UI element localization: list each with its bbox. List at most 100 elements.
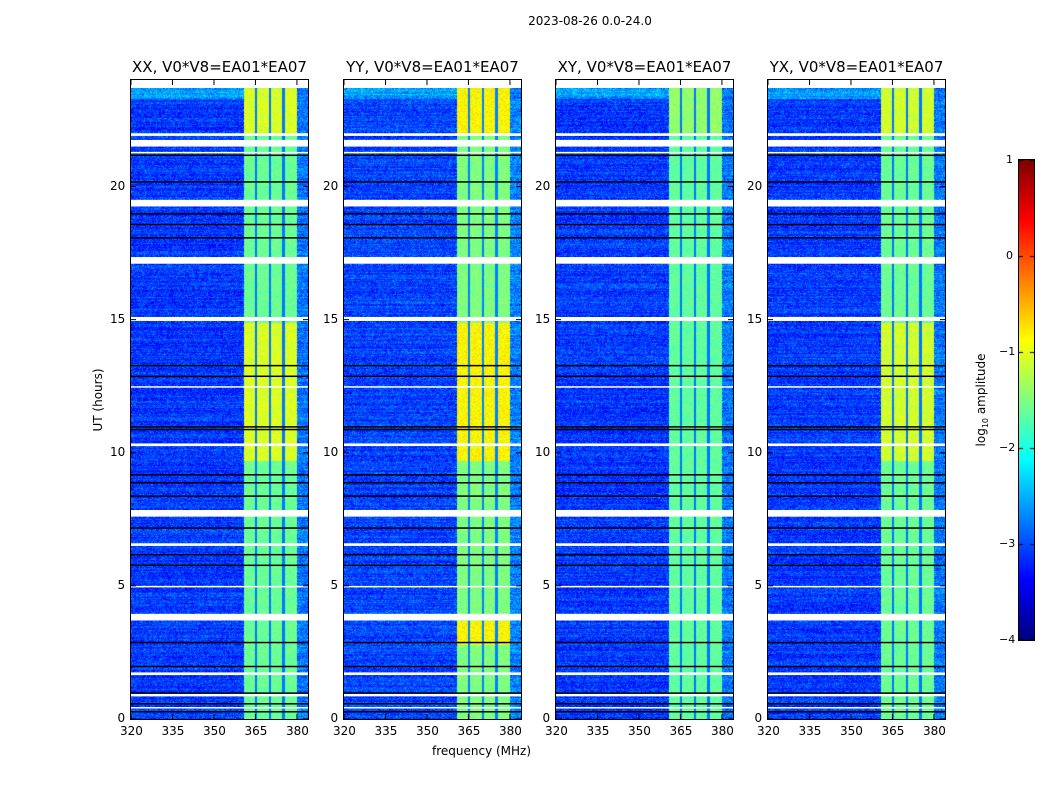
- heatmap-image: [344, 80, 521, 719]
- blank-row: [556, 364, 733, 367]
- blank-row: [131, 237, 308, 239]
- blank-row: [768, 213, 945, 215]
- flag-overlay: [344, 80, 521, 719]
- flagged-row: [556, 585, 733, 588]
- blank-row: [556, 223, 733, 226]
- blank-row: [131, 482, 308, 484]
- y-tick-label: 15: [747, 311, 763, 326]
- x-tick-label: 380: [498, 724, 522, 738]
- blank-row: [131, 213, 308, 215]
- blank-row: [556, 641, 733, 644]
- flagged-row: [768, 672, 945, 676]
- panel-title: YX, V0*V8=EA01*EA07: [769, 58, 944, 76]
- blank-row: [131, 154, 308, 157]
- y-tick-label: 10: [110, 444, 126, 459]
- blank-row: [768, 181, 945, 183]
- blank-row: [344, 474, 521, 476]
- y-tick-label: 10: [535, 444, 551, 459]
- blank-row: [344, 711, 521, 713]
- flagged-row: [131, 443, 308, 447]
- blank-row: [131, 223, 308, 226]
- flagged-row: [344, 151, 521, 154]
- flag-overlay: [556, 80, 733, 719]
- blank-row: [768, 527, 945, 529]
- x-tick-label: 380: [710, 724, 734, 738]
- flagged-row: [768, 693, 945, 697]
- blank-row: [131, 564, 308, 567]
- flagged-row: [344, 139, 521, 147]
- blank-row: [344, 703, 521, 705]
- flagged-row: [344, 257, 521, 264]
- y-tick-label: 15: [323, 311, 339, 326]
- flagged-row: [344, 509, 521, 517]
- flagged-row: [556, 443, 733, 447]
- flagged-row: [131, 316, 308, 321]
- blank-row: [344, 495, 521, 497]
- flagged-row: [768, 543, 945, 546]
- colorbar-tick-label: −4: [999, 633, 1016, 646]
- blank-row: [556, 237, 733, 239]
- blank-row: [768, 375, 945, 378]
- blank-row: [768, 474, 945, 476]
- flagged-row: [344, 672, 521, 676]
- blank-row: [344, 375, 521, 378]
- blank-row: [131, 474, 308, 476]
- flagged-row: [131, 585, 308, 588]
- blank-row: [131, 364, 308, 367]
- y-tick-label: 5: [117, 577, 126, 592]
- colorbar-tick-label: 1: [1006, 153, 1013, 166]
- blank-row: [556, 474, 733, 476]
- blank-row: [131, 181, 308, 183]
- blank-row: [768, 641, 945, 644]
- flagged-row: [768, 386, 945, 388]
- flagged-row: [344, 585, 521, 588]
- blank-row: [768, 665, 945, 668]
- x-tick-label: 335: [374, 724, 398, 738]
- heatmap-panel: [130, 79, 309, 720]
- blank-row: [344, 665, 521, 668]
- flagged-row: [131, 509, 308, 517]
- blank-row: [768, 426, 945, 428]
- panel-title: XX, V0*V8=EA01*EA07: [132, 58, 307, 76]
- x-tick-label: 350: [415, 724, 439, 738]
- flagged-row: [768, 151, 945, 154]
- colorbar-tick-label: 0: [1006, 249, 1013, 262]
- blank-row: [131, 426, 308, 428]
- blank-row: [131, 495, 308, 497]
- x-tick-label: 335: [798, 724, 822, 738]
- blank-row: [344, 426, 521, 428]
- flagged-row: [131, 257, 308, 264]
- y-tick-label: 20: [747, 178, 763, 193]
- blank-row: [131, 553, 308, 556]
- y-tick-label: 0: [117, 711, 126, 725]
- blank-row: [344, 181, 521, 183]
- flagged-row: [131, 139, 308, 147]
- flag-overlay: [131, 80, 308, 719]
- blank-row: [556, 703, 733, 705]
- flagged-row: [556, 543, 733, 546]
- blank-row: [131, 711, 308, 713]
- y-tick-label: 20: [535, 178, 551, 193]
- flagged-row: [556, 199, 733, 207]
- flagged-row: [556, 80, 733, 88]
- flagged-row: [344, 543, 521, 546]
- x-tick-label: 320: [120, 724, 143, 738]
- blank-row: [131, 375, 308, 378]
- blank-row: [768, 553, 945, 556]
- flagged-row: [344, 613, 521, 621]
- heatmap-image: [131, 80, 308, 719]
- y-tick-label: 5: [754, 577, 763, 592]
- blank-row: [344, 564, 521, 567]
- y-tick-label: 0: [754, 711, 763, 725]
- blank-row: [344, 641, 521, 644]
- colorbar-label: log10 amplitude: [974, 354, 990, 447]
- blank-row: [768, 223, 945, 226]
- blank-row: [768, 364, 945, 367]
- blank-row: [556, 428, 733, 431]
- flagged-row: [131, 543, 308, 546]
- blank-row: [556, 553, 733, 556]
- x-tick-label: 350: [627, 724, 651, 738]
- flagged-row: [131, 707, 308, 709]
- flagged-row: [556, 386, 733, 388]
